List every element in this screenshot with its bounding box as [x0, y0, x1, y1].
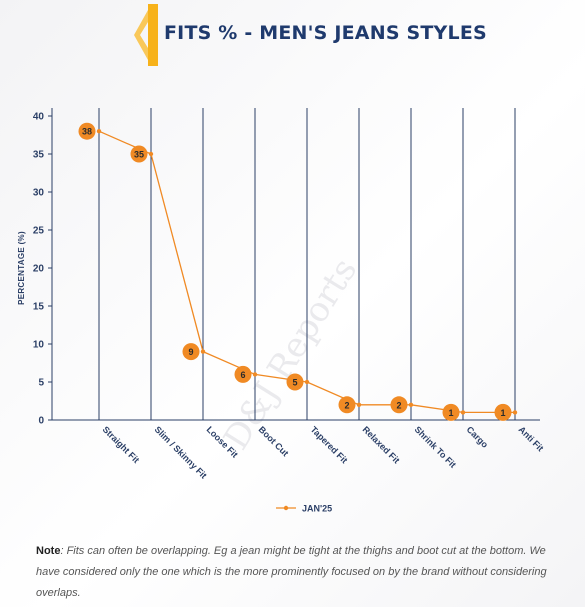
data-point: [148, 151, 154, 157]
data-label: 1: [448, 408, 453, 418]
data-label: 1: [500, 408, 505, 418]
data-label-bubble: [442, 403, 460, 421]
y-tick-label: 5: [38, 378, 44, 389]
y-tick-label: 35: [33, 150, 45, 161]
data-label-bubble: [182, 343, 200, 361]
data-label: 6: [240, 370, 245, 380]
data-point: [408, 402, 414, 407]
watermark: D&J Reports: [216, 251, 365, 456]
data-point: [460, 410, 466, 415]
data-label-bubble: [234, 365, 252, 383]
y-axis-title: PERCENTAGE (%): [17, 231, 26, 305]
page-title: FITS % - MEN'S JEANS STYLES: [164, 22, 487, 44]
y-tick-label: 10: [33, 340, 45, 351]
y-tick-label: 40: [33, 112, 45, 123]
data-point: [304, 379, 310, 385]
data-label: 35: [134, 150, 144, 160]
footnote: Note: Fits can often be overlapping. Eg …: [36, 541, 566, 604]
y-tick-label: 30: [33, 188, 45, 199]
data-label-bubble: [338, 396, 356, 414]
data-point: [96, 129, 102, 134]
data-point: [512, 410, 518, 415]
data-point: [356, 402, 362, 407]
data-label-bubble: [494, 403, 512, 421]
legend-label: JAN'25: [302, 504, 332, 514]
y-tick-label: 25: [33, 226, 45, 237]
x-tick-label: Cargo: [465, 424, 491, 450]
y-tick-label: 20: [33, 264, 45, 275]
data-label-bubble: [286, 373, 304, 391]
data-point: [252, 372, 258, 377]
data-label: 2: [396, 400, 401, 410]
data-label: 38: [82, 127, 92, 137]
x-tick-label: Boot Cut: [257, 424, 291, 458]
data-label: 5: [292, 378, 297, 388]
x-tick-label: Relaxed Fit: [361, 424, 402, 465]
legend-marker: [283, 505, 289, 511]
x-tick-label: Anti Fit: [517, 424, 546, 453]
chevron-accent-icon: [134, 4, 158, 66]
data-label: 2: [344, 400, 349, 410]
data-point: [200, 349, 206, 354]
x-tick-label: Straight Fit: [101, 424, 142, 465]
data-label-bubble: [130, 145, 148, 163]
x-tick-label: Tapered Fit: [309, 424, 350, 465]
x-tick-label: Slim / Skinny Fit: [153, 424, 209, 480]
data-label: 9: [188, 347, 193, 357]
note-label: Note: [36, 545, 61, 557]
data-label-bubble: [390, 396, 408, 414]
x-tick-label: Shrink To Fit: [413, 424, 458, 469]
y-tick-label: 15: [33, 302, 45, 313]
note-text: : Fits can often be overlapping. Eg a je…: [36, 545, 547, 599]
y-tick-label: 0: [38, 416, 44, 427]
data-label-bubble: [78, 122, 96, 140]
header: FITS % - MEN'S JEANS STYLES: [0, 0, 585, 70]
